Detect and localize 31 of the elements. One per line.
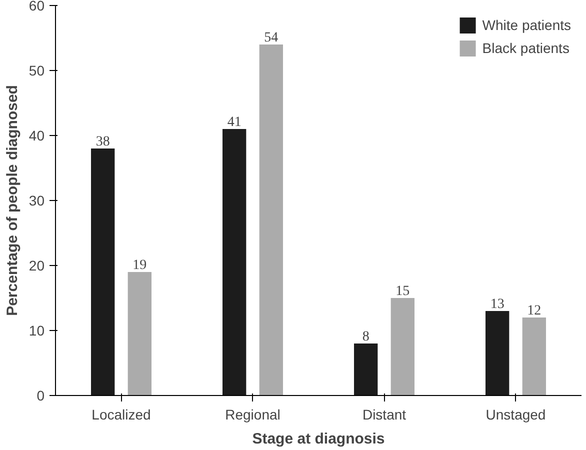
bar	[259, 44, 283, 396]
x-tick-label: Regional	[225, 406, 280, 422]
bar	[354, 344, 378, 396]
data-label: 13	[490, 297, 504, 312]
bar	[91, 148, 115, 396]
data-label: 41	[227, 115, 242, 130]
bar	[128, 272, 152, 396]
bar	[486, 311, 510, 396]
x-axis-title: Stage at diagnosis	[252, 430, 385, 448]
legend-label: White patients	[482, 17, 571, 33]
data-label: 19	[132, 258, 147, 273]
legend-label: Black patients	[482, 40, 570, 56]
data-label: 54	[264, 30, 278, 46]
data-label: 12	[527, 304, 542, 318]
bar	[522, 318, 546, 396]
y-tick-label: 50	[28, 62, 45, 78]
x-tick-label: Localized	[92, 406, 151, 422]
data-label: 15	[396, 284, 410, 299]
bar	[222, 129, 246, 396]
y-tick-label: 10	[28, 322, 45, 338]
y-tick-label: 0	[36, 388, 45, 404]
x-tick-label: Distant	[362, 406, 406, 422]
data-label: 38	[96, 134, 110, 150]
y-axis-title: Percentage of people diagnosed	[4, 85, 21, 316]
bar	[390, 298, 414, 396]
y-tick-label: 20	[28, 258, 45, 274]
x-tick-label: Unstaged	[486, 406, 546, 422]
y-tick-label: 60	[28, 0, 45, 14]
y-tick-label: 40	[28, 128, 45, 144]
y-tick-label: 30	[28, 192, 45, 208]
data-label: 8	[362, 330, 370, 344]
